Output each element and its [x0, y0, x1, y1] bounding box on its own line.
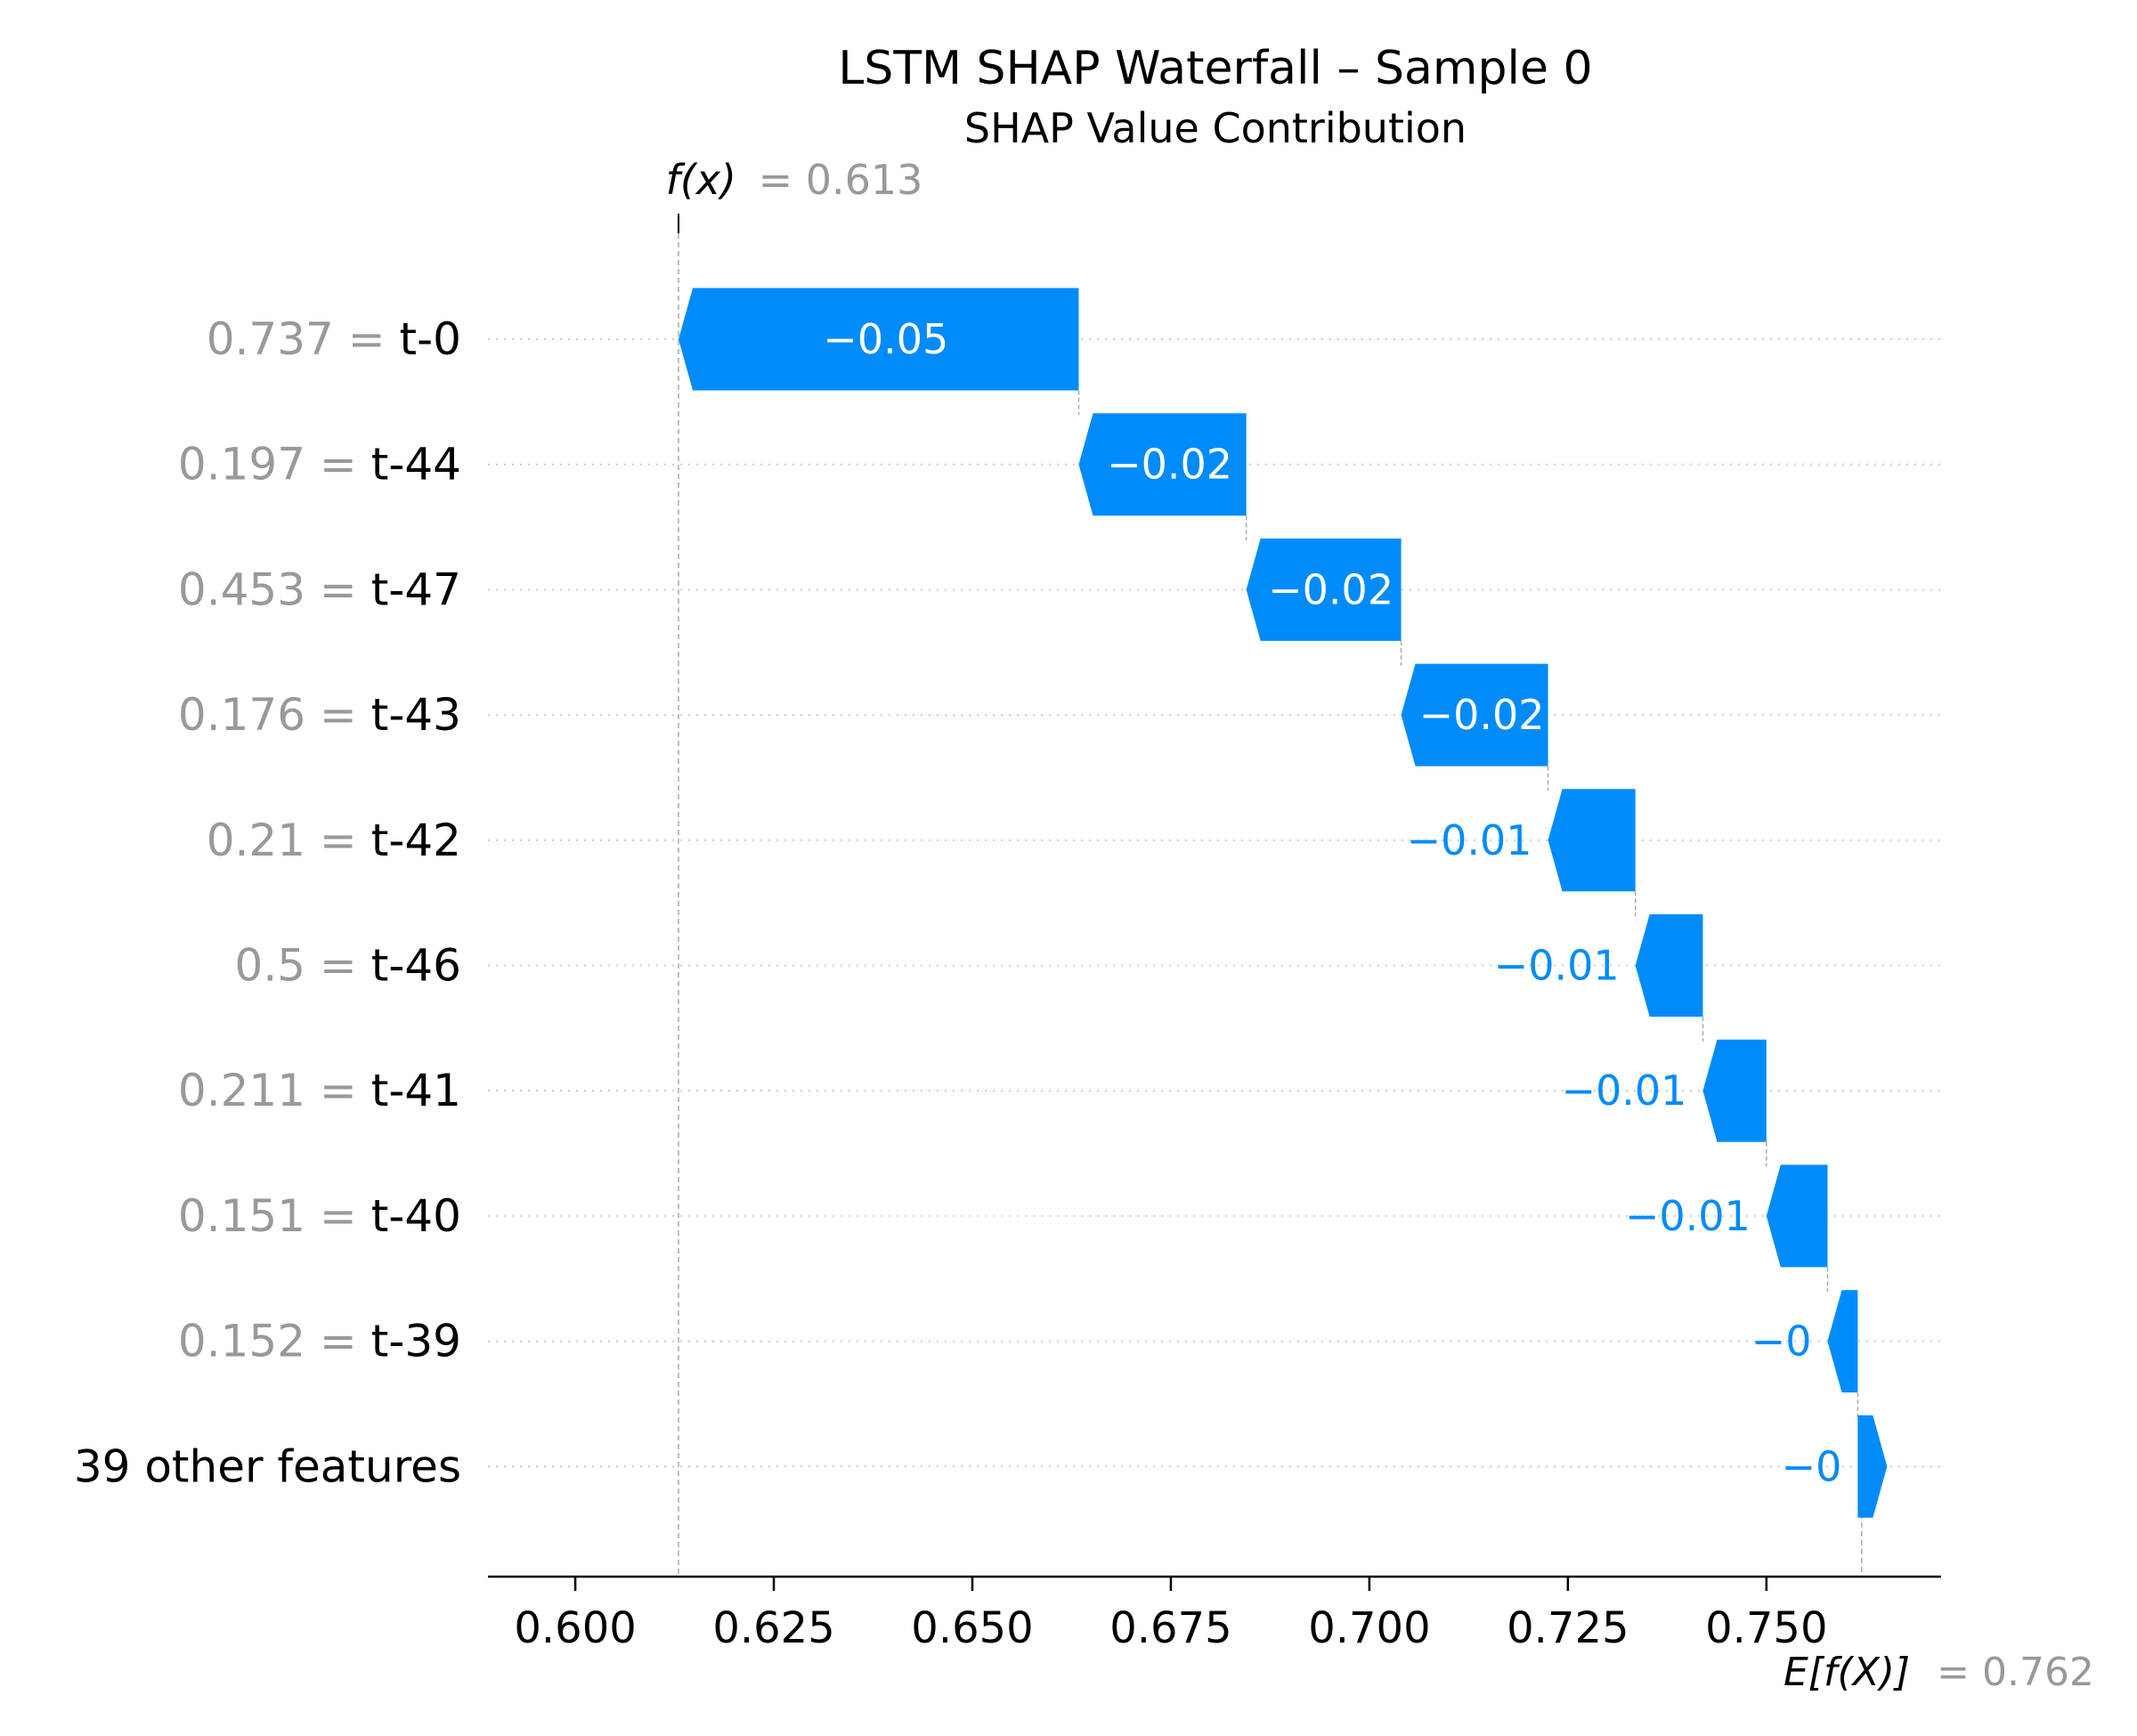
bar-t-43: [1401, 663, 1548, 767]
feature-label: 39 other features: [74, 1440, 461, 1492]
feature-name: t-0: [400, 313, 461, 365]
bar-value-label: −0: [1782, 1442, 1842, 1490]
bar-value-label: −0.01: [1561, 1067, 1686, 1115]
bar-value-label: −0.02: [1268, 565, 1394, 613]
feature-value: 0.211 =: [178, 1065, 371, 1116]
feature-value: 0.197 =: [178, 439, 371, 491]
feature-name: t-39: [371, 1316, 461, 1367]
bar-39-other-features: [1857, 1415, 1888, 1518]
x-tick-label: 0.650: [911, 1603, 1033, 1653]
feature-name: t-43: [371, 689, 461, 741]
feature-value: 0.152 =: [178, 1316, 371, 1367]
bar-t-46: [1635, 914, 1703, 1017]
base-value-label: E[f(X)] = 0.762: [1784, 1650, 2094, 1695]
feature-label: 0.211 = t-41: [178, 1065, 461, 1116]
bars: [678, 288, 1888, 1518]
feature-name: 39 other features: [74, 1440, 461, 1492]
x-tick-label: 0.600: [514, 1603, 636, 1653]
bar-t-39: [1827, 1290, 1858, 1393]
gridlines: [488, 338, 1941, 1468]
bar-value-label: −0.01: [1494, 942, 1620, 990]
base-annotation: E[f(X)] = 0.762: [1784, 1650, 2094, 1695]
bar-value-label: −0.02: [1107, 441, 1232, 489]
bar-t-42: [1548, 789, 1636, 892]
bar-t-47: [1246, 538, 1402, 641]
feature-value: 0.151 =: [178, 1190, 371, 1242]
base-symbol: E[f(X)]: [1784, 1650, 1910, 1695]
feature-value: 0.453 =: [178, 564, 371, 615]
chart-title: LSTM SHAP Waterfall – Sample 0: [838, 42, 1592, 95]
feature-name: t-44: [371, 439, 461, 491]
bar-value-label: −0.01: [1625, 1192, 1751, 1240]
feature-name: t-40: [371, 1190, 461, 1242]
bar-t-0: [678, 288, 1079, 391]
feature-name: t-47: [371, 564, 461, 615]
feature-name: t-42: [371, 815, 461, 866]
fx-symbol: f(x): [666, 156, 736, 204]
x-tick-label: 0.675: [1109, 1603, 1231, 1653]
fx-value: = 0.613: [759, 156, 923, 204]
feature-label: 0.197 = t-44: [178, 439, 461, 491]
feature-labels: 0.737 = t-0 0.197 = t-44 0.453 = t-47 0.176…: [74, 313, 461, 1492]
chart-subtitle: SHAP Value Contribution: [964, 104, 1467, 152]
fx-label: f(x) = 0.613: [666, 156, 923, 204]
bar-t-44: [1078, 413, 1247, 516]
feature-name: t-46: [371, 940, 461, 992]
feature-label: 0.176 = t-43: [178, 689, 461, 741]
x-tick-label: 0.725: [1507, 1603, 1629, 1653]
feature-label: 0.21 = t-42: [207, 815, 461, 866]
fx-annotation: f(x) = 0.613: [666, 156, 923, 233]
bar-value-label: −0.01: [1407, 816, 1532, 864]
x-tick-label: 0.700: [1308, 1603, 1430, 1653]
x-tick-label: 0.750: [1705, 1603, 1827, 1653]
bar-t-40: [1766, 1164, 1828, 1268]
x-axis: 0.600 0.625 0.650 0.675 0.700 0.725 0.750: [488, 1575, 1941, 1653]
feature-value: 0.5 =: [235, 940, 371, 992]
feature-label: 0.152 = t-39: [178, 1316, 461, 1367]
bar-value-labels: −0.05 −0.02 −0.02 −0.02 −0.01 −0.01 −0.01 −0.01…: [823, 315, 1841, 1490]
bar-t-41: [1702, 1039, 1767, 1142]
bar-value-label: −0.02: [1419, 691, 1545, 739]
feature-name: t-41: [371, 1065, 461, 1116]
feature-value: 0.176 =: [178, 689, 371, 741]
feature-value: 0.737 =: [207, 313, 400, 365]
bar-value-label: −0.05: [823, 315, 948, 363]
bar-value-label: −0: [1751, 1318, 1812, 1366]
connector-lines: [678, 224, 1863, 1577]
feature-label: 0.453 = t-47: [178, 564, 461, 615]
x-tick-label: 0.625: [712, 1603, 834, 1653]
feature-label: 0.151 = t-40: [178, 1190, 461, 1242]
feature-label: 0.5 = t-46: [235, 940, 461, 992]
base-value: = 0.762: [1937, 1650, 2094, 1695]
feature-label: 0.737 = t-0: [207, 313, 461, 365]
feature-value: 0.21 =: [207, 815, 371, 866]
